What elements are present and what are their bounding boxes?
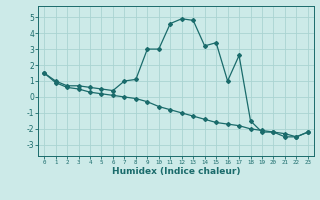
X-axis label: Humidex (Indice chaleur): Humidex (Indice chaleur)	[112, 167, 240, 176]
